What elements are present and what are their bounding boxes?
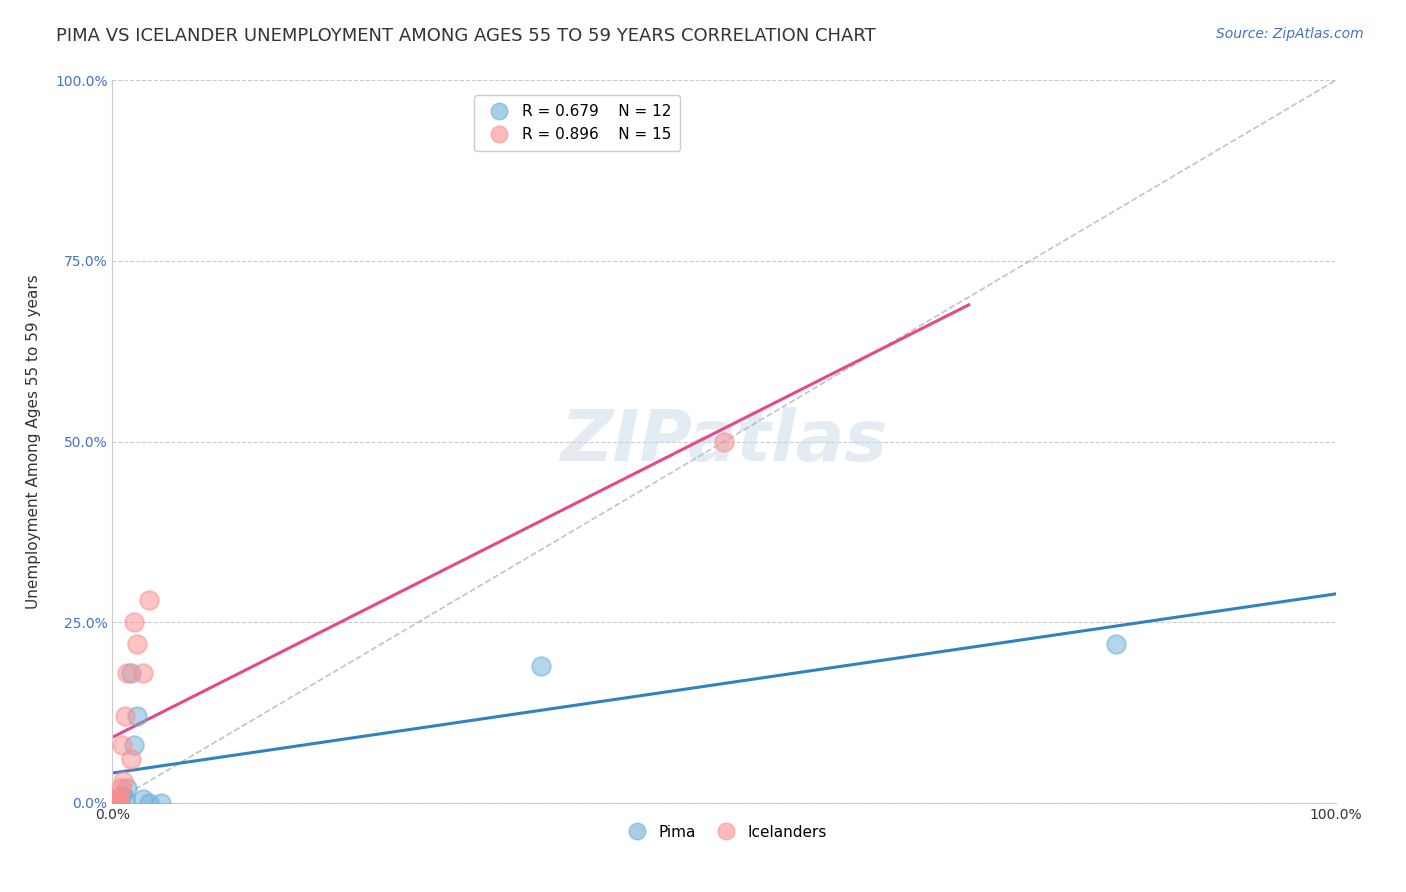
Point (125, 709, 148, 723)
Point (114, 792, 136, 806)
Point (111, 738, 134, 752)
Point (120, 665, 142, 680)
Point (1104, 637, 1126, 651)
Point (112, 774, 135, 789)
Point (150, 796, 173, 810)
Point (138, 796, 160, 810)
Point (124, 738, 146, 752)
Point (111, 789, 134, 803)
Point (104, 796, 127, 810)
Point (529, 658, 551, 673)
Point (125, 637, 148, 651)
Point (138, 593, 160, 607)
Point (110, 781, 132, 796)
Point (107, 789, 129, 803)
Text: ZIPatlas: ZIPatlas (561, 407, 887, 476)
Point (115, 665, 138, 680)
Point (713, 434, 735, 449)
Point (132, 792, 155, 806)
Text: Source: ZipAtlas.com: Source: ZipAtlas.com (1216, 27, 1364, 41)
Point (107, 796, 129, 810)
Point (115, 781, 138, 796)
Point (132, 665, 155, 680)
Legend: Pima, Icelanders: Pima, Icelanders (616, 819, 832, 846)
Point (114, 709, 136, 723)
Point (124, 615, 146, 630)
Point (120, 752, 142, 766)
Y-axis label: Unemployment Among Ages 55 to 59 years: Unemployment Among Ages 55 to 59 years (27, 274, 41, 609)
Text: PIMA VS ICELANDER UNEMPLOYMENT AMONG AGES 55 TO 59 YEARS CORRELATION CHART: PIMA VS ICELANDER UNEMPLOYMENT AMONG AGE… (56, 27, 876, 45)
Point (105, 792, 128, 806)
Point (108, 796, 131, 810)
